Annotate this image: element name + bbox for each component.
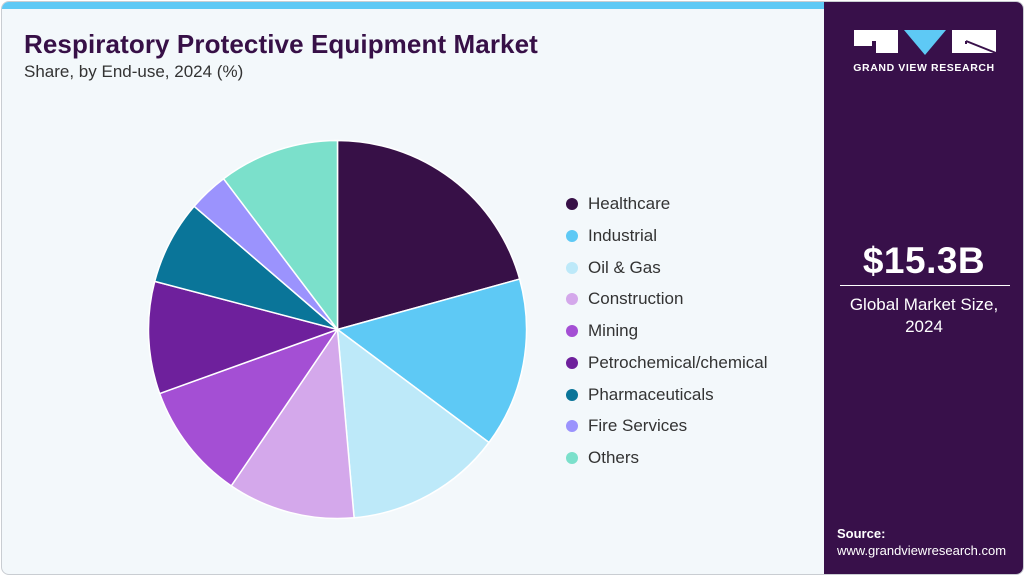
legend-item: Pharmaceuticals	[564, 383, 714, 407]
legend-dot-icon	[566, 293, 578, 306]
pie-slice-petrochemical-chemical	[147, 280, 339, 395]
pie-chart	[147, 139, 528, 520]
logo-r-shape	[952, 30, 996, 53]
legend-dot-icon	[566, 356, 578, 369]
market-size-label-line1: Global Market Size,	[849, 295, 999, 314]
legend-dot-icon	[566, 229, 578, 242]
legend-item: Mining	[564, 319, 638, 343]
pie-slice-industrial	[336, 278, 528, 444]
legend-dot-icon	[566, 261, 578, 274]
pie-slice-construction	[230, 328, 355, 520]
legend-label: Healthcare	[588, 194, 671, 213]
grand-view-research-logo	[854, 30, 997, 55]
logo-g-shape	[854, 30, 898, 53]
legend-dot-icon	[566, 198, 578, 210]
legend-label: Oil & Gas	[588, 257, 661, 277]
accent-stripe	[2, 2, 824, 9]
brand-name: GRAND VIEW RESEARCH	[853, 62, 995, 74]
legend-item: Fire Services	[564, 414, 687, 438]
chart-title: Respiratory Protective Equipment Market	[24, 29, 538, 59]
pie-slice-healthcare	[336, 139, 521, 331]
legend-label: Petrochemical/chemical	[588, 352, 768, 372]
market-size-label-line2: 2024	[905, 317, 943, 336]
legend-item: Industrial	[564, 224, 657, 248]
market-size-label: Global Market Size, 2024	[824, 294, 1023, 338]
legend-item: Petrochemical/chemical	[564, 351, 768, 375]
legend-item: Healthcare	[564, 192, 670, 216]
legend-dot-icon	[566, 325, 578, 337]
legend-label: Mining	[588, 321, 639, 340]
legend-label: Industrial	[588, 225, 657, 245]
legend-item: Others	[564, 446, 639, 470]
legend-item: Oil & Gas	[564, 256, 661, 280]
pie-slice-others	[222, 139, 339, 331]
legend-label: Construction	[588, 289, 684, 309]
legend-label: Fire Services	[588, 416, 688, 436]
legend-dot-icon	[566, 452, 578, 464]
logo-triangle-icon	[904, 30, 946, 55]
side-panel: GRAND VIEW RESEARCH $15.3B Global Market…	[824, 2, 1023, 574]
legend-item: Construction	[564, 287, 683, 311]
source-title: Source:	[837, 526, 886, 541]
legend-dot-icon	[566, 388, 578, 401]
market-size-value: $15.3B	[862, 240, 986, 281]
source-link[interactable]: www.grandviewresearch.com	[837, 543, 1007, 558]
divider	[840, 285, 1010, 286]
pie-slice-oil-gas	[336, 328, 490, 519]
legend-label: Pharmaceuticals	[588, 384, 714, 404]
legend-label: Others	[588, 448, 640, 467]
pie-slice-mining	[158, 328, 339, 487]
chart-subtitle: Share, by End-use, 2024 (%)	[24, 62, 244, 81]
legend-dot-icon	[566, 420, 578, 433]
